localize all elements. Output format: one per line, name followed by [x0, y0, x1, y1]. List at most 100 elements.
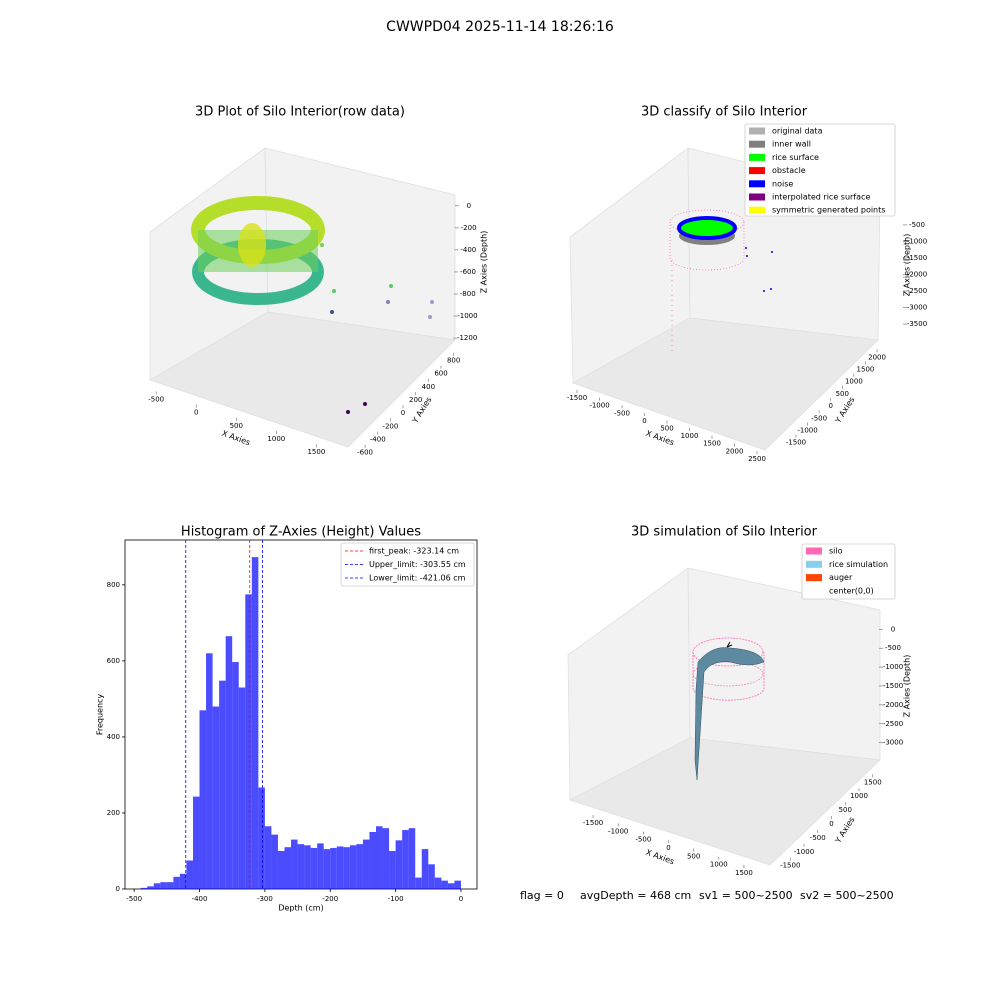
chart-title: 3D Plot of Silo Interior(row data) — [195, 105, 405, 120]
legend-swatch — [806, 547, 822, 555]
x-tick-label: 500 — [687, 852, 700, 860]
bar — [323, 849, 331, 889]
y-tick-label: 400 — [107, 733, 120, 741]
pane — [149, 311, 456, 448]
point — [363, 402, 367, 406]
x-tick-label: 0 — [666, 844, 670, 852]
y-tick-label: 600 — [434, 370, 447, 378]
bar — [251, 557, 259, 889]
bar — [199, 710, 207, 889]
x-tick-label: 1500 — [735, 869, 753, 877]
x-tick-label: 2000 — [726, 447, 744, 455]
status-text: avgDepth = 468 cm — [580, 889, 691, 902]
x-tick-label: 2500 — [748, 455, 766, 463]
x-tick-label: -500 — [635, 836, 651, 844]
x-tick-label: 1000 — [681, 432, 699, 440]
legend-label: silo — [829, 547, 843, 556]
bar — [421, 849, 429, 889]
legend-label: obstacle — [772, 166, 806, 175]
legend-label: symmetric generated points — [772, 206, 885, 215]
status-text: sv2 = 500~2500 — [800, 889, 894, 902]
bar — [212, 706, 220, 889]
legend-label: rice surface — [772, 153, 819, 162]
point — [763, 290, 765, 292]
y-tick-label: -1000 — [797, 426, 817, 434]
bar — [395, 840, 403, 889]
point — [332, 289, 336, 293]
chart-title: Histogram of Z-Axies (Height) Values — [181, 525, 421, 540]
bar — [447, 883, 455, 889]
z-tick-label: 0 — [891, 625, 895, 633]
legend-swatch — [749, 193, 765, 201]
x-tick-label: 1500 — [703, 440, 721, 448]
y-tick-label: 800 — [107, 581, 120, 589]
legend-swatch — [749, 127, 765, 135]
y-tick-label: -200 — [382, 422, 398, 430]
y-tick-label: 0 — [401, 409, 405, 417]
point — [430, 300, 434, 304]
x-tick-label: 1000 — [267, 435, 285, 443]
x-tick-label: -500 — [148, 395, 164, 403]
simulation-surface — [692, 637, 765, 781]
z-tick-label: -2500 — [883, 720, 903, 728]
bar — [186, 860, 193, 889]
bar — [343, 847, 350, 889]
y-tick-label: -1000 — [794, 848, 814, 856]
legend-box — [340, 542, 475, 587]
z-tick-label: -2500 — [907, 287, 927, 295]
z-tick-label: -1200 — [457, 334, 477, 342]
y-tick-label: 1500 — [857, 366, 875, 374]
point — [386, 300, 390, 304]
status-text: sv1 = 500~2500 — [699, 889, 793, 902]
legend-swatch — [806, 574, 822, 582]
silo-cloud — [191, 196, 434, 414]
bar — [291, 839, 298, 889]
legend-swatch — [749, 153, 765, 161]
y-tick-label: 1000 — [845, 378, 863, 386]
z-tick-label: -500 — [885, 644, 901, 652]
z-tick-label: -1500 — [883, 682, 903, 690]
y-tick-label: 200 — [107, 809, 120, 817]
z-tick-label: -3000 — [883, 739, 903, 747]
center-marker — [726, 641, 733, 648]
x-tick-label: 1000 — [710, 861, 728, 869]
y-tick-label: 200 — [409, 396, 422, 404]
legend-swatch — [749, 180, 765, 188]
z-tick-label: -2000 — [883, 701, 903, 709]
x-tick-label: -1500 — [583, 819, 603, 827]
y-tick-label: 500 — [839, 806, 852, 814]
z-tick-label: -2000 — [907, 271, 927, 279]
bar — [166, 882, 174, 889]
y-tick-label: 800 — [447, 357, 460, 365]
y-tick-label: 0 — [116, 885, 120, 893]
x-tick-label: -400 — [192, 895, 208, 903]
bar — [454, 880, 461, 889]
bar — [317, 843, 324, 889]
cloud-heap — [238, 223, 266, 267]
point — [770, 288, 772, 290]
z-tick-label: -1500 — [907, 254, 927, 262]
bar — [271, 834, 278, 889]
legend-label: inner wall — [772, 140, 811, 149]
bar — [382, 828, 390, 889]
y-axis-label: Frequency — [96, 694, 105, 736]
bar — [225, 636, 233, 889]
y-tick-label: 1500 — [864, 778, 882, 786]
bar — [356, 844, 363, 889]
legend-label: Lower_limit: -421.06 cm — [369, 574, 466, 583]
z-tick-label: -200 — [461, 224, 477, 232]
bar — [232, 662, 239, 889]
y-tick-label: 600 — [107, 657, 120, 665]
legend-box — [801, 543, 896, 600]
rice-surface — [694, 647, 765, 781]
legend-swatch — [749, 206, 765, 214]
x-tick-label: -100 — [388, 895, 404, 903]
x-tick-label: -500 — [126, 895, 142, 903]
z-tick-label: -3000 — [907, 304, 927, 312]
z-tick-label: -1000 — [907, 237, 927, 245]
legend-label: noise — [772, 179, 793, 188]
x-tick-label: -1000 — [589, 402, 609, 410]
x-tick-label: 0 — [459, 895, 463, 903]
status-text: flag = 0 — [520, 889, 564, 902]
